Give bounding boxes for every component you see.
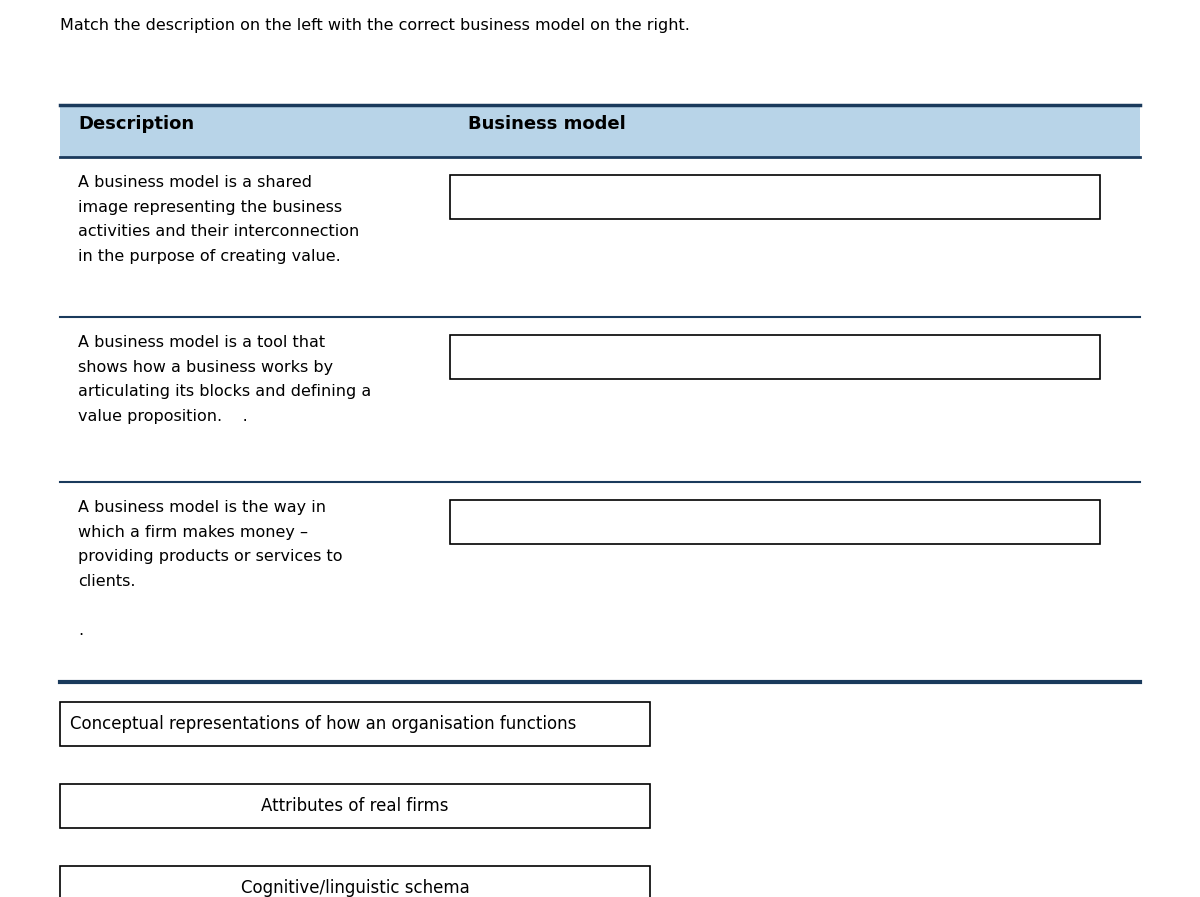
Text: A business model is the way in
which a firm makes money –
providing products or : A business model is the way in which a f… <box>78 500 342 638</box>
Text: Cognitive/linguistic schema: Cognitive/linguistic schema <box>241 879 469 897</box>
Bar <box>450 175 1100 219</box>
Text: Attributes of real firms: Attributes of real firms <box>262 797 449 815</box>
Text: A business model is a tool that
shows how a business works by
articulating its b: A business model is a tool that shows ho… <box>78 335 371 423</box>
Text: Match the description on the left with the correct business model on the right.: Match the description on the left with t… <box>60 18 690 33</box>
Text: Description: Description <box>78 115 194 133</box>
Text: Business model: Business model <box>468 115 625 133</box>
Bar <box>60 702 650 746</box>
Bar <box>60 784 650 828</box>
Bar <box>60 866 650 897</box>
Text: Conceptual representations of how an organisation functions: Conceptual representations of how an org… <box>70 715 576 733</box>
Bar <box>450 500 1100 544</box>
Text: A business model is a shared
image representing the business
activities and thei: A business model is a shared image repre… <box>78 175 359 264</box>
Bar <box>450 335 1100 379</box>
Bar <box>60 105 1140 157</box>
